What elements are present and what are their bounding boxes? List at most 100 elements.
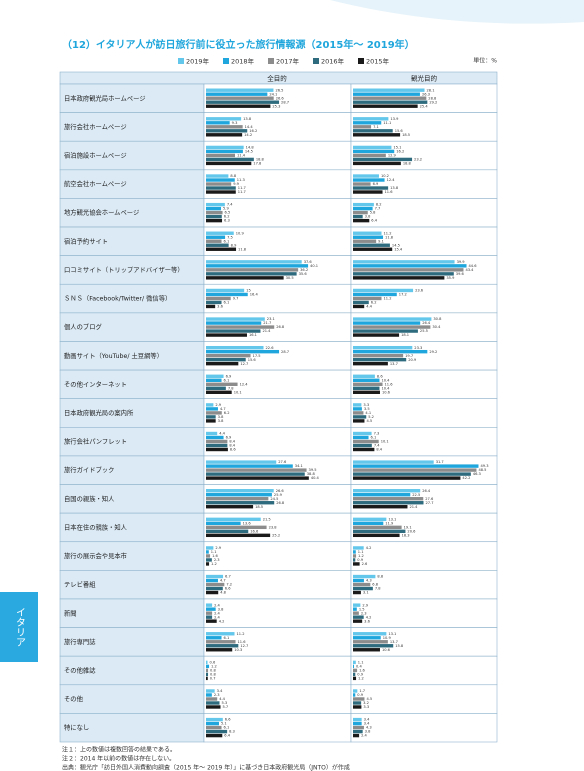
bar [353,472,471,476]
bar [353,133,401,137]
bar [353,607,357,611]
value-label: 49.3 [480,464,488,468]
bar [353,374,375,378]
bar [206,178,235,182]
value-label: 14.2 [244,133,252,137]
bar [206,636,222,640]
bar [353,239,377,243]
value-label: 18.3 [402,533,410,537]
value-label: 16.6 [250,529,259,533]
value-label: 2.9 [215,403,221,407]
value-label: 4.2 [219,619,225,623]
value-label: 3.5 [364,407,370,411]
value-label: 4.2 [366,615,372,619]
bar [206,668,209,673]
bar [353,546,364,550]
bar [353,88,425,92]
bar [206,644,239,648]
bar [206,272,297,276]
value-label: 4.8 [220,591,226,595]
value-label: 11.3 [237,178,245,182]
data-cell [350,655,498,686]
value-label: 9.7 [233,297,239,301]
value-label: 18.8 [256,158,265,162]
bar [206,415,216,419]
bar [353,96,427,100]
bar [206,239,222,243]
row-label: 自国の親族・知人 [64,494,115,503]
bar [206,235,226,239]
data-cell [203,598,352,628]
bar [353,235,384,239]
bar [353,578,364,583]
bar [206,439,228,444]
bar [206,619,217,623]
bar [206,174,229,178]
bar [206,505,254,509]
bar [353,272,454,276]
bar [353,689,358,693]
bar [353,439,379,444]
value-label: 8.9 [231,243,237,247]
bar [353,407,362,411]
bar [206,411,222,415]
value-label: 14.5 [245,150,253,154]
row-label: 旅行の展示会や見本市 [64,551,127,560]
chart-title: （12）イタリア人が訪日旅行前に役立った旅行情報源（2015年～ 2019年） [62,38,415,51]
footnote: 注２：2014 年以前の数値は存在しない。 [62,755,175,763]
value-label: 24.1 [269,92,277,96]
bar [353,349,428,354]
value-label: 13.1 [388,517,396,521]
data-cell [350,398,498,428]
value-label: 2.9 [362,603,368,607]
value-label: 2.3 [361,611,367,615]
bar [206,268,299,272]
bar [206,345,264,350]
data-cell [203,684,352,714]
bar [353,149,395,154]
bar [353,554,357,558]
bar [206,329,261,333]
value-label: 1.2 [211,562,217,566]
bar [206,117,242,121]
value-label: 11.1 [383,121,391,125]
bar [206,590,219,595]
bar [206,382,238,386]
bar [353,329,418,333]
value-label: 12.9 [388,154,397,158]
bar [206,100,280,104]
value-label: 5.2 [368,415,374,419]
bar [206,648,233,652]
bar [353,382,383,386]
legend-label: 2015年 [366,57,390,66]
value-label: 9.3 [232,121,238,125]
bar [206,443,228,448]
value-label: 26.3 [422,92,430,96]
bar [206,133,243,137]
value-label: 7.3 [374,432,380,436]
bar [353,231,382,235]
value-label: 7.8 [375,587,381,591]
bar [353,218,370,223]
bar [353,174,379,178]
value-label: 18.1 [401,333,409,337]
value-label: 0.9 [357,558,363,562]
bar [353,304,365,309]
bar [206,96,274,100]
value-label: 11.2 [237,632,245,636]
header-decoration [330,0,584,24]
value-label: 39.5 [309,468,317,472]
value-label: 8.4 [229,444,235,448]
bar [206,472,305,476]
bar [206,218,223,223]
bar [353,733,360,738]
value-label: 13.7 [390,362,398,366]
bar [353,636,381,640]
bar [206,672,209,677]
value-label: 39.6 [456,272,465,276]
footnote: 出典：観光庁「訪日外国人消費動向調査（2015 年～ 2019 年）」に基づき日… [62,764,350,771]
value-label: 15.6 [248,358,257,362]
bar [353,202,374,207]
value-label: 1.2 [358,554,364,558]
bar [353,668,358,673]
